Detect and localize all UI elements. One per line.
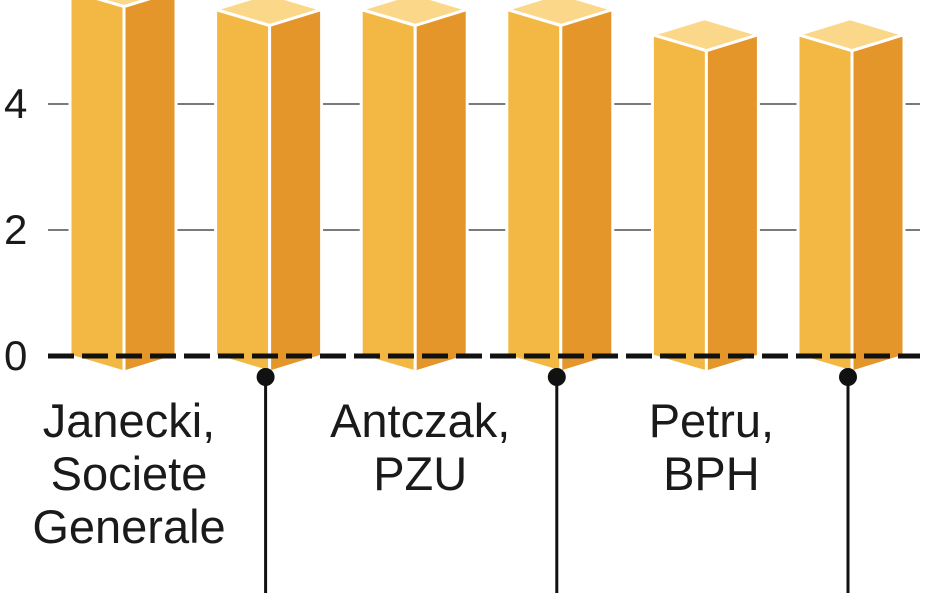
y-tick-label-0: 0: [4, 332, 28, 379]
leader-5: [839, 368, 857, 593]
bar-2: [359, 0, 469, 374]
bar-side-1: [268, 8, 324, 374]
bar-side-5: [850, 33, 906, 374]
gridlines: [48, 103, 920, 231]
bar-5: [796, 17, 906, 374]
bar-front-2: [359, 8, 417, 374]
category-label-0-line-2: Generale: [32, 500, 226, 553]
bar-4: [650, 17, 760, 374]
leader-lines: [256, 368, 857, 593]
category-label-2: Antczak, PZU: [290, 394, 550, 500]
bar-front-3: [505, 8, 563, 374]
category-label-4-line-1: BPH: [663, 447, 760, 500]
bar-front-4: [650, 33, 708, 374]
bar-front-0: [68, 0, 126, 374]
category-label-0: Janecki, Societe Generale: [0, 394, 259, 553]
category-label-0-line-1: Societe: [50, 447, 208, 500]
leader-3: [547, 368, 566, 593]
bar-side-4: [704, 33, 760, 374]
bar-side-2: [413, 8, 469, 374]
bar-front-5: [796, 33, 854, 374]
leader-dot-5: [839, 368, 857, 386]
bar-side-0: [122, 0, 178, 374]
bar-0: [68, 0, 178, 374]
bar-1: [214, 0, 324, 374]
category-label-0-line-0: Janecki,: [42, 394, 216, 447]
category-label-2-line-0: Antczak,: [330, 394, 511, 447]
y-tick-label-4: 4: [4, 80, 28, 127]
bar-front-1: [214, 8, 272, 374]
bar-side-3: [559, 8, 615, 374]
bar-3: [505, 0, 615, 374]
category-label-2-line-1: PZU: [373, 447, 468, 500]
category-label-4: Petru, BPH: [581, 394, 841, 500]
leader-1: [256, 368, 275, 593]
leader-dot-3: [547, 368, 566, 386]
category-label-4-line-0: Petru,: [648, 394, 775, 447]
y-tick-label-2: 2: [4, 206, 28, 253]
bars: [68, 0, 906, 374]
leader-dot-1: [256, 368, 275, 386]
